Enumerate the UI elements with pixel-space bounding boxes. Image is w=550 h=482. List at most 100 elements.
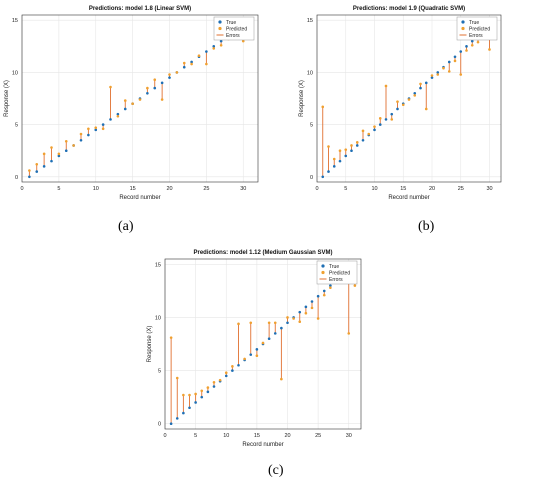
predicted-point xyxy=(205,62,208,66)
true-point xyxy=(255,348,259,351)
predicted-point xyxy=(243,357,246,361)
x-tick-label: 20 xyxy=(166,186,172,192)
true-point xyxy=(219,39,223,43)
true-point xyxy=(212,385,216,388)
y-axis-label: Response (X) xyxy=(4,80,10,117)
y-tick-label: 5 xyxy=(158,369,161,375)
true-point xyxy=(355,144,359,147)
predicted-point xyxy=(212,47,216,50)
predicted-point xyxy=(273,321,277,325)
predicted-point xyxy=(255,354,259,357)
predicted-point xyxy=(218,378,222,382)
predicted-point xyxy=(298,320,302,323)
y-tick-label: 15 xyxy=(155,262,161,268)
true-point xyxy=(50,159,53,163)
true-point xyxy=(298,310,302,314)
true-point xyxy=(280,326,283,330)
true-point xyxy=(146,91,149,95)
predicted-point xyxy=(169,336,173,339)
predicted-point xyxy=(28,169,31,172)
true-point xyxy=(182,65,186,69)
chart-c: 0 5 10 15 20 25 30 0 5 10 15 Predictions: model 1.1… xyxy=(147,250,362,448)
x-tick-label: 10 xyxy=(93,186,99,192)
true-point xyxy=(310,300,314,303)
predicted-point xyxy=(197,54,201,58)
true-point xyxy=(168,76,171,79)
predicted-point xyxy=(476,40,480,44)
true-point xyxy=(350,149,353,152)
legend-box xyxy=(316,260,358,285)
predicted-point xyxy=(116,114,120,118)
predicted-point xyxy=(353,284,357,287)
predicted-point xyxy=(72,144,75,147)
true-point xyxy=(237,363,240,367)
true-point xyxy=(57,154,61,158)
y-tick-label: 0 xyxy=(158,422,161,428)
true-point xyxy=(212,45,216,48)
predicted-point xyxy=(64,139,68,143)
chart-title: Predictions: model 1.9 (Quadratic SVM) xyxy=(353,6,465,12)
y-tick-label: 15 xyxy=(307,18,313,24)
x-tick-label: 30 xyxy=(486,186,492,192)
predicted-point xyxy=(396,100,399,103)
true-point xyxy=(373,128,376,132)
predicted-point xyxy=(350,144,353,147)
x-tick-label: 10 xyxy=(223,433,229,439)
y-tick-label: 5 xyxy=(15,123,18,129)
true-point xyxy=(123,107,127,111)
predicted-point xyxy=(310,306,314,310)
predicted-point xyxy=(79,132,83,136)
predicted-point xyxy=(436,73,440,76)
predicted-point xyxy=(459,73,463,76)
true-point xyxy=(175,417,179,420)
true-point xyxy=(327,170,330,173)
legend-true-marker xyxy=(461,20,465,24)
x-tick-label: 20 xyxy=(429,186,435,192)
predicted-point xyxy=(224,371,228,374)
predicted-point xyxy=(267,321,271,325)
predicted-point xyxy=(42,152,46,156)
x-tick-label: 5 xyxy=(57,186,60,192)
plot-area xyxy=(316,14,502,183)
true-point xyxy=(304,305,308,309)
predicted-point xyxy=(241,39,245,43)
predicted-point xyxy=(182,61,186,65)
predicted-point xyxy=(327,145,330,148)
true-point xyxy=(361,138,365,142)
predicted-point xyxy=(338,149,342,152)
predicted-point xyxy=(390,118,394,121)
predicted-point xyxy=(373,125,376,128)
predicted-point xyxy=(237,322,240,326)
predicted-point xyxy=(109,85,112,89)
x-axis-label: Record number xyxy=(242,442,283,448)
true-point xyxy=(231,369,234,372)
true-point xyxy=(321,175,325,179)
predicted-point xyxy=(87,127,90,131)
predicted-point xyxy=(188,393,191,397)
predicted-point xyxy=(146,86,149,90)
legend-box xyxy=(213,16,255,41)
true-point xyxy=(206,390,210,394)
plot-area xyxy=(164,258,362,430)
y-tick-label: 5 xyxy=(310,123,313,129)
predicted-point xyxy=(329,286,332,289)
predicted-point xyxy=(322,293,326,297)
true-point xyxy=(188,406,191,410)
legend-box xyxy=(456,16,498,41)
true-point xyxy=(344,154,348,158)
predicted-point xyxy=(355,141,359,144)
true-point xyxy=(160,81,164,85)
true-point xyxy=(190,60,193,64)
true-point xyxy=(87,133,90,137)
true-point xyxy=(396,107,399,111)
predicted-point xyxy=(261,341,265,345)
legend-true-marker xyxy=(218,20,222,24)
predicted-point xyxy=(212,380,216,384)
predicted-point xyxy=(361,129,365,133)
chart-title: Predictions: model 1.12 (Medium Gaussian… xyxy=(193,250,332,256)
predicted-point xyxy=(286,316,289,319)
predicted-point xyxy=(321,105,325,109)
predicted-point xyxy=(160,98,164,101)
true-point xyxy=(200,395,204,399)
y-tick-label: 10 xyxy=(12,70,18,76)
